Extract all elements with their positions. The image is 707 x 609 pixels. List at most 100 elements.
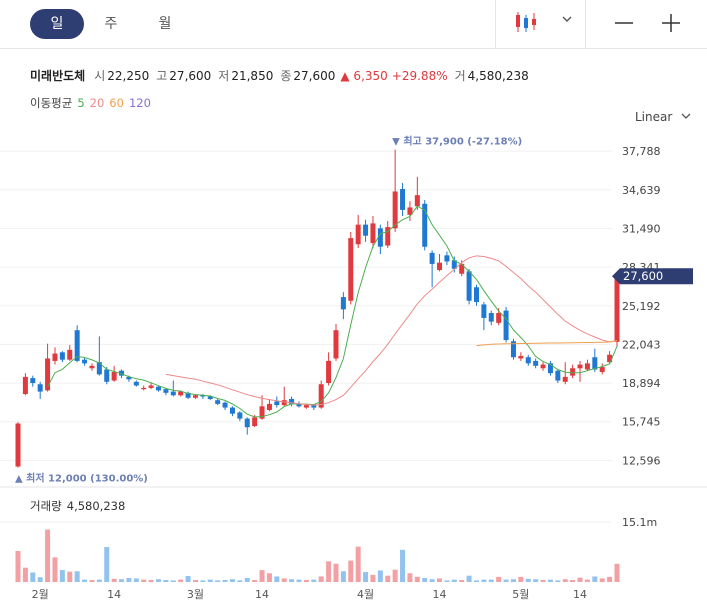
volume-bar (96, 579, 102, 582)
candle-body (488, 313, 494, 322)
volume-bar (340, 571, 346, 582)
volume-bar (414, 576, 420, 582)
ma-legend-item: 20 (89, 96, 105, 110)
volume-bar (259, 570, 265, 582)
volume-bar (192, 580, 198, 582)
candle-body (163, 389, 169, 393)
candle-body (96, 362, 102, 375)
candle-body (170, 391, 176, 396)
volume-bar (170, 580, 176, 582)
candle-body (370, 223, 376, 244)
candle-body (141, 387, 147, 390)
volume-bar (614, 563, 620, 582)
volume-bar (163, 580, 169, 582)
volume-total: 4,580,238 (67, 499, 126, 513)
volume-bar (444, 580, 450, 582)
scale-selector[interactable]: Linear (635, 110, 692, 124)
candle-body (252, 417, 258, 426)
quote-value: 27,600 (169, 69, 212, 83)
candle-body (518, 355, 524, 359)
chart-type-icon[interactable] (512, 10, 542, 34)
volume-bar (215, 580, 221, 582)
volume-title: 거래량 4,580,238 (30, 499, 125, 513)
volume-bar (607, 576, 613, 582)
candle-body (30, 378, 36, 384)
volume-bar (333, 563, 339, 582)
volume-bar (348, 560, 354, 582)
volume-bar (466, 575, 472, 582)
scale-mode: Linear (635, 110, 673, 124)
volume-bar (525, 578, 531, 582)
volume-bar (45, 529, 51, 582)
volume-bar (570, 580, 576, 582)
candle-body (266, 403, 272, 411)
x-tick-label: 3월 (187, 588, 204, 601)
volume-bar (518, 576, 524, 582)
volume-bar (207, 579, 213, 582)
candle-body (289, 398, 295, 404)
volume-bar (126, 578, 132, 582)
candle-body (407, 207, 413, 215)
change-rate: +29.88% (391, 69, 448, 83)
candle-body (207, 396, 213, 399)
candle-body (89, 365, 95, 369)
candle-body (178, 391, 184, 396)
volume-bar (237, 580, 243, 582)
zoom-out[interactable] (613, 12, 635, 34)
x-tick-label: 14 (433, 588, 447, 601)
volume-bar (584, 579, 590, 582)
candle-body (311, 405, 317, 408)
volume-bar (326, 561, 332, 582)
quote-row: 미래반도체 시 22,250 고 27,600 저 21,850 종 27,600 ▲ 6,350… (30, 67, 529, 84)
volume-title-text: 거래량 (30, 499, 62, 513)
candle-body (156, 386, 162, 391)
candle-body (185, 392, 191, 398)
top-divider (0, 48, 707, 49)
volume-bar (22, 567, 28, 582)
candle-body (59, 352, 65, 360)
zoom-in[interactable] (660, 12, 682, 34)
candle-body (525, 357, 531, 364)
volume-bar (496, 576, 502, 582)
candle-body (607, 354, 613, 363)
period-tab[interactable]: 월 (158, 16, 172, 32)
volume-bar (74, 571, 80, 582)
volume-bar (281, 578, 287, 582)
candle-body (200, 395, 206, 397)
candle-body (22, 376, 28, 395)
quote-label: 종 (280, 69, 292, 83)
volume-bar (355, 546, 361, 582)
period-tab[interactable]: 일 (30, 9, 84, 39)
candle-body (237, 412, 243, 419)
volume-bar (547, 579, 553, 582)
volume-bar (104, 547, 110, 582)
dropdown-chevron[interactable] (561, 14, 573, 24)
ma-title: 이동평균 (30, 96, 73, 110)
volume-bar (244, 578, 250, 582)
volume-bar (200, 580, 206, 582)
period-tab[interactable]: 주 (104, 16, 118, 32)
candle-body (577, 364, 583, 369)
candle-body (466, 271, 472, 301)
candle-body (392, 191, 398, 229)
quote-label: 고 (156, 69, 168, 83)
volume-bar (89, 580, 95, 582)
quote-label: 저 (218, 69, 230, 83)
price-tag-label: 27,600 (623, 269, 663, 283)
volume-bar (59, 570, 65, 582)
candle-body (459, 263, 465, 274)
volume-bar (133, 578, 139, 582)
candle-body (570, 368, 576, 376)
volume-tick-label: 15.1m (622, 516, 657, 529)
volume-bar (185, 576, 191, 582)
candle-body (503, 310, 509, 341)
candle-body (422, 203, 428, 247)
candle-body (510, 341, 516, 358)
candle-body (119, 370, 125, 376)
volume-bar (488, 579, 494, 582)
volume-bar (400, 549, 406, 582)
y-tick-label: 12,596 (622, 454, 661, 467)
volume-bar (473, 580, 479, 582)
